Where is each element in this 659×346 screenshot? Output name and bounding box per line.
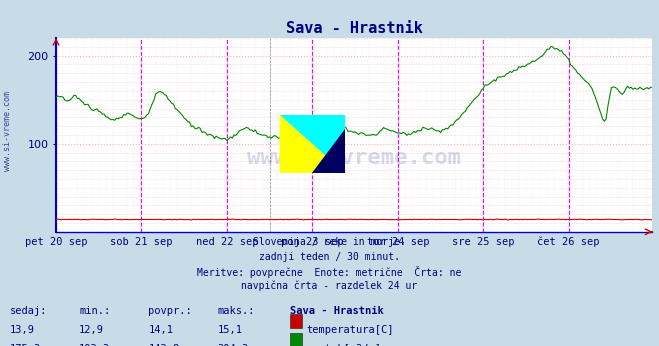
Text: maks.:: maks.:: [217, 306, 255, 316]
Text: min.:: min.:: [79, 306, 110, 316]
Text: 15,1: 15,1: [217, 325, 243, 335]
Text: 13,9: 13,9: [10, 325, 35, 335]
Text: pretok[m3/s]: pretok[m3/s]: [306, 344, 382, 346]
Text: 12,9: 12,9: [79, 325, 104, 335]
Title: Sava - Hrastnik: Sava - Hrastnik: [286, 20, 422, 36]
Text: temperatura[C]: temperatura[C]: [306, 325, 394, 335]
Polygon shape: [312, 129, 345, 173]
Text: zadnji teden / 30 minut.: zadnji teden / 30 minut.: [259, 252, 400, 262]
Text: 14,1: 14,1: [148, 325, 173, 335]
Text: povpr.:: povpr.:: [148, 306, 192, 316]
Text: www.si-vreme.com: www.si-vreme.com: [247, 148, 461, 168]
Text: 143,8: 143,8: [148, 344, 179, 346]
Text: Sava - Hrastnik: Sava - Hrastnik: [290, 306, 384, 316]
Text: sedaj:: sedaj:: [10, 306, 47, 316]
Text: Slovenija / reke in morje.: Slovenija / reke in morje.: [253, 237, 406, 247]
Text: 175,3: 175,3: [10, 344, 41, 346]
Polygon shape: [279, 115, 345, 173]
Polygon shape: [279, 115, 345, 173]
Text: 103,3: 103,3: [79, 344, 110, 346]
Text: 204,3: 204,3: [217, 344, 248, 346]
Text: Meritve: povprečne  Enote: metrične  Črta: ne: Meritve: povprečne Enote: metrične Črta:…: [197, 266, 462, 278]
Text: www.si-vreme.com: www.si-vreme.com: [3, 91, 13, 172]
Text: navpična črta - razdelek 24 ur: navpična črta - razdelek 24 ur: [241, 281, 418, 291]
